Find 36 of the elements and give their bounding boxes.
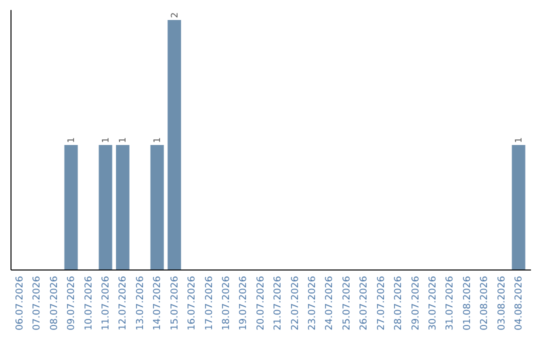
data-label: 2 (170, 12, 180, 18)
x-tick-label: 11.07.2026 (100, 276, 112, 330)
x-tick-label: 07.07.2026 (32, 276, 43, 330)
data-label: 1 (101, 137, 112, 143)
x-tick-label: 26.07.2026 (358, 276, 370, 330)
x-tick-label: 27.07.2026 (376, 276, 387, 330)
x-tick-label: 15.07.2026 (169, 276, 180, 330)
x-tick-label: 09.07.2026 (66, 276, 78, 330)
x-tick-label: 20.07.2026 (255, 276, 266, 330)
x-tick-label: 25.07.2026 (341, 276, 352, 330)
x-tick-label: 06.07.2026 (14, 276, 26, 330)
x-tick-label: 08.07.2026 (48, 276, 60, 330)
x-tick-label: 31.07.2026 (444, 276, 456, 330)
data-label: 1 (118, 137, 129, 143)
x-tick-label: 14.07.2026 (152, 276, 164, 330)
x-tick-label: 21.07.2026 (272, 276, 284, 330)
data-label: 1 (153, 137, 164, 143)
x-tick-label: 30.07.2026 (428, 276, 439, 330)
x-tick-label: 19.07.2026 (238, 276, 250, 330)
x-tick-label: 10.07.2026 (83, 276, 94, 330)
data-label: 1 (67, 137, 78, 143)
x-tick-label: 16.07.2026 (186, 276, 198, 330)
x-tick-label: 13.07.2026 (134, 276, 146, 330)
x-tick-label: 18.07.2026 (220, 276, 232, 330)
x-tick-label: 17.07.2026 (204, 276, 215, 330)
x-tick-label: 24.07.2026 (324, 276, 336, 330)
x-tick-label: 03.08.2026 (496, 276, 508, 330)
x-tick-label: 02.08.2026 (479, 276, 490, 330)
x-tick-label: 23.07.2026 (307, 276, 318, 330)
x-tick-label: 01.08.2026 (462, 276, 473, 330)
data-label: 1 (514, 137, 525, 143)
x-tick-label: 28.07.2026 (393, 276, 404, 330)
x-tick-label: 22.07.2026 (290, 276, 301, 330)
x-tick-label: 04.08.2026 (514, 276, 525, 330)
x-tick-label: 12.07.2026 (118, 276, 129, 330)
x-tick-label: 29.07.2026 (410, 276, 422, 330)
